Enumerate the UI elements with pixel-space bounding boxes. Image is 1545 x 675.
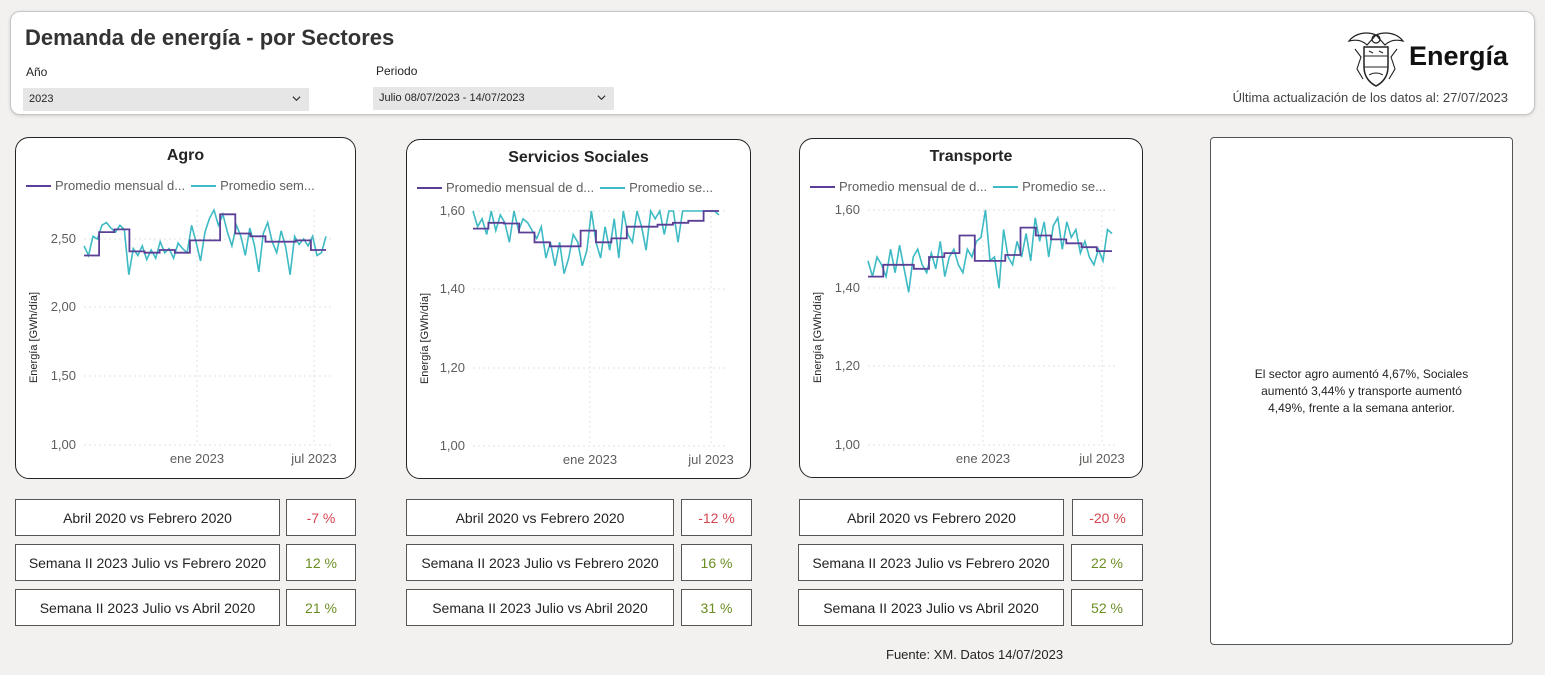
y-tick-label: 2,00 [51, 299, 76, 314]
legend-item-weekly[interactable]: Promedio se... [600, 180, 713, 195]
header-panel: Demanda de energía - por Sectores Año 20… [10, 11, 1535, 115]
legend-item-monthly[interactable]: Promedio mensual d... [26, 178, 185, 193]
comparison-value: 52 % [1071, 589, 1143, 626]
coat-of-arms-logo [1347, 32, 1405, 87]
chart-card-agro: Agro Promedio mensual d... Promedio sem.… [15, 137, 356, 479]
summary-text: El sector agro aumentó 4,67%, Sociales a… [1254, 366, 1469, 415]
y-tick-label: 1,00 [440, 438, 465, 453]
chevron-down-icon [597, 95, 606, 101]
brand-name: Energía [1409, 41, 1509, 71]
summary-panel: El sector agro aumentó 4,67%, Sociales a… [1210, 137, 1513, 645]
x-tick-label: jul 2023 [687, 452, 734, 467]
comparison-value: 31 % [681, 589, 752, 626]
comparison-value: 16 % [681, 544, 752, 581]
chart-title: Servicios Sociales [508, 149, 649, 166]
comparison-label: Abril 2020 vs Febrero 2020 [15, 499, 280, 536]
comparison-label: Semana II 2023 Julio vs Febrero 2020 [798, 544, 1064, 581]
chart-card-transporte: Transporte Promedio mensual de d... Prom… [799, 138, 1143, 478]
series-line-monthly[interactable] [868, 226, 1112, 278]
y-tick-label: 1,00 [835, 437, 860, 452]
x-tick-label: jul 2023 [290, 451, 337, 466]
y-tick-label: 1,60 [440, 203, 465, 218]
comparison-value: -7 % [286, 499, 356, 536]
legend-item-weekly[interactable]: Promedio se... [993, 179, 1106, 194]
legend-item-weekly[interactable]: Promedio sem... [191, 178, 315, 193]
year-dropdown-value: 2023 [29, 93, 54, 105]
line-chart-servicios-sociales[interactable]: 1,60 1,40 1,20 1,00 ene 2023 jul 2023 Energía … [407, 140, 752, 480]
x-tick-label: ene 2023 [956, 451, 1010, 466]
chart-card-servicios-sociales: Servicios Sociales Promedio mensual de d… [406, 139, 751, 479]
series-line-monthly[interactable] [84, 213, 326, 257]
line-chart-agro[interactable]: 2,50 2,00 1,50 1,00 ene 2023 jul 2023 Energía … [16, 138, 357, 480]
legend-item-monthly[interactable]: Promedio mensual de d... [810, 179, 987, 194]
chart-legend[interactable]: Promedio mensual de d... Promedio se... [417, 180, 719, 195]
comparison-value: -20 % [1072, 499, 1143, 536]
comparison-value: 22 % [1071, 544, 1143, 581]
y-tick-label: 1,40 [835, 280, 860, 295]
comparison-label: Semana II 2023 Julio vs Febrero 2020 [406, 544, 674, 581]
y-tick-label: 1,20 [835, 358, 860, 373]
x-tick-label: ene 2023 [563, 452, 617, 467]
comparison-label: Abril 2020 vs Febrero 2020 [799, 499, 1064, 536]
comparison-value: -12 % [681, 499, 752, 536]
y-tick-label: 2,50 [51, 231, 76, 246]
page-title: Demanda de energía - por Sectores [25, 25, 395, 50]
series-line-weekly[interactable] [867, 209, 1113, 293]
last-update-text: Última actualización de los datos al: 27… [1232, 90, 1508, 105]
y-tick-label: 1,40 [440, 281, 465, 296]
comparison-label: Abril 2020 vs Febrero 2020 [406, 499, 674, 536]
year-dropdown[interactable]: 2023 [23, 88, 309, 111]
comparison-label: Semana II 2023 Julio vs Febrero 2020 [15, 544, 280, 581]
chart-title: Transporte [929, 148, 1013, 165]
source-note: Fuente: XM. Datos 14/07/2023 [886, 647, 1064, 662]
x-tick-label: jul 2023 [1078, 451, 1125, 466]
chart-title: Agro [166, 147, 205, 164]
period-dropdown-value: Julio 08/07/2023 - 14/07/2023 [379, 92, 525, 104]
y-tick-label: 1,50 [51, 368, 76, 383]
y-tick-label: 1,60 [835, 202, 860, 217]
comparison-value: 12 % [286, 544, 356, 581]
legend-item-monthly[interactable]: Promedio mensual de d... [417, 180, 594, 195]
series-line-monthly[interactable] [473, 210, 719, 248]
period-dropdown[interactable]: Julio 08/07/2023 - 14/07/2023 [373, 87, 614, 110]
x-tick-label: ene 2023 [170, 451, 224, 466]
line-chart-transporte[interactable]: 1,60 1,40 1,20 1,00 ene 2023 jul 2023 Energía … [800, 139, 1144, 479]
y-axis-label: Energía [GWh/día] [419, 293, 431, 384]
chevron-down-icon [292, 96, 301, 102]
comparison-value: 21 % [286, 589, 356, 626]
y-tick-label: 1,20 [440, 360, 465, 375]
period-filter-label: Periodo [376, 64, 418, 78]
y-tick-label: 1,00 [51, 437, 76, 452]
comparison-label: Semana II 2023 Julio vs Abril 2020 [798, 589, 1064, 626]
y-axis-label: Energía [GWh/día] [28, 292, 40, 383]
comparison-label: Semana II 2023 Julio vs Abril 2020 [15, 589, 280, 626]
chart-legend[interactable]: Promedio mensual d... Promedio sem... [26, 178, 321, 193]
chart-legend[interactable]: Promedio mensual de d... Promedio se... [810, 179, 1112, 194]
year-filter-label: Año [26, 65, 48, 79]
y-axis-label: Energía [GWh/día] [812, 292, 824, 383]
comparison-label: Semana II 2023 Julio vs Abril 2020 [406, 589, 674, 626]
